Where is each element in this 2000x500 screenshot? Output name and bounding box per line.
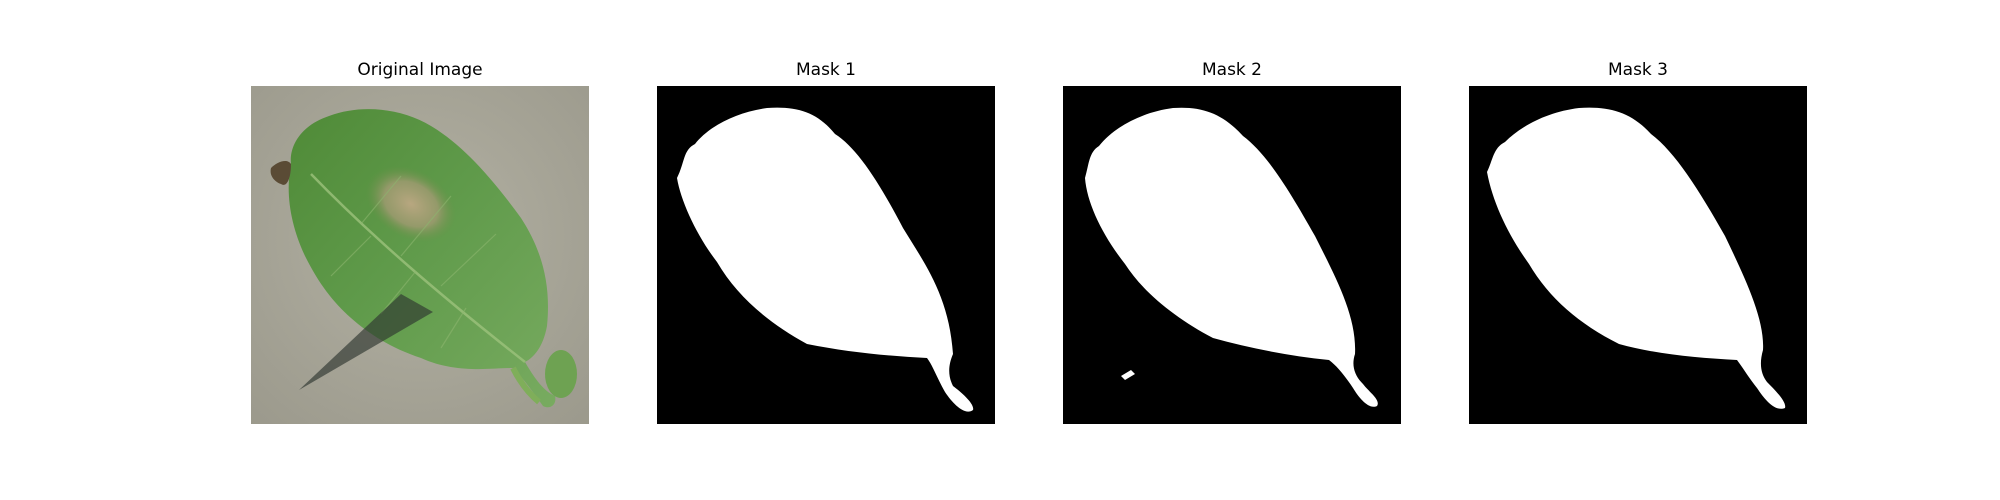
mask-2-leaf bbox=[1085, 107, 1378, 407]
mask-1-leaf bbox=[677, 107, 974, 412]
leaf-lesion bbox=[366, 166, 456, 242]
panel-title-mask-3: Mask 3 bbox=[1607, 60, 1668, 80]
mask-3-leaf bbox=[1487, 107, 1786, 409]
mask-2-speck bbox=[1121, 370, 1135, 380]
mask-2-image bbox=[1063, 86, 1401, 424]
small-leaflet bbox=[545, 350, 577, 398]
leaf-midrib bbox=[310, 173, 526, 363]
panel-mask-3: Mask 3 bbox=[1469, 58, 1807, 424]
panel-original: Original Image bbox=[251, 58, 589, 424]
shadow-triangle bbox=[299, 294, 433, 390]
panel-mask-2: Mask 2 bbox=[1063, 58, 1401, 424]
panel-mask-1: Mask 1 bbox=[657, 58, 995, 424]
panel-title-original: Original Image bbox=[357, 60, 483, 80]
mask-1-image bbox=[657, 86, 995, 424]
panel-title-mask-1: Mask 1 bbox=[795, 60, 856, 80]
mask-3-image bbox=[1469, 86, 1807, 424]
leaf-edge-dark bbox=[270, 161, 291, 185]
panel-title-mask-2: Mask 2 bbox=[1201, 60, 1262, 80]
leaf-stem bbox=[510, 366, 541, 405]
original-leaf-photo bbox=[251, 86, 589, 424]
